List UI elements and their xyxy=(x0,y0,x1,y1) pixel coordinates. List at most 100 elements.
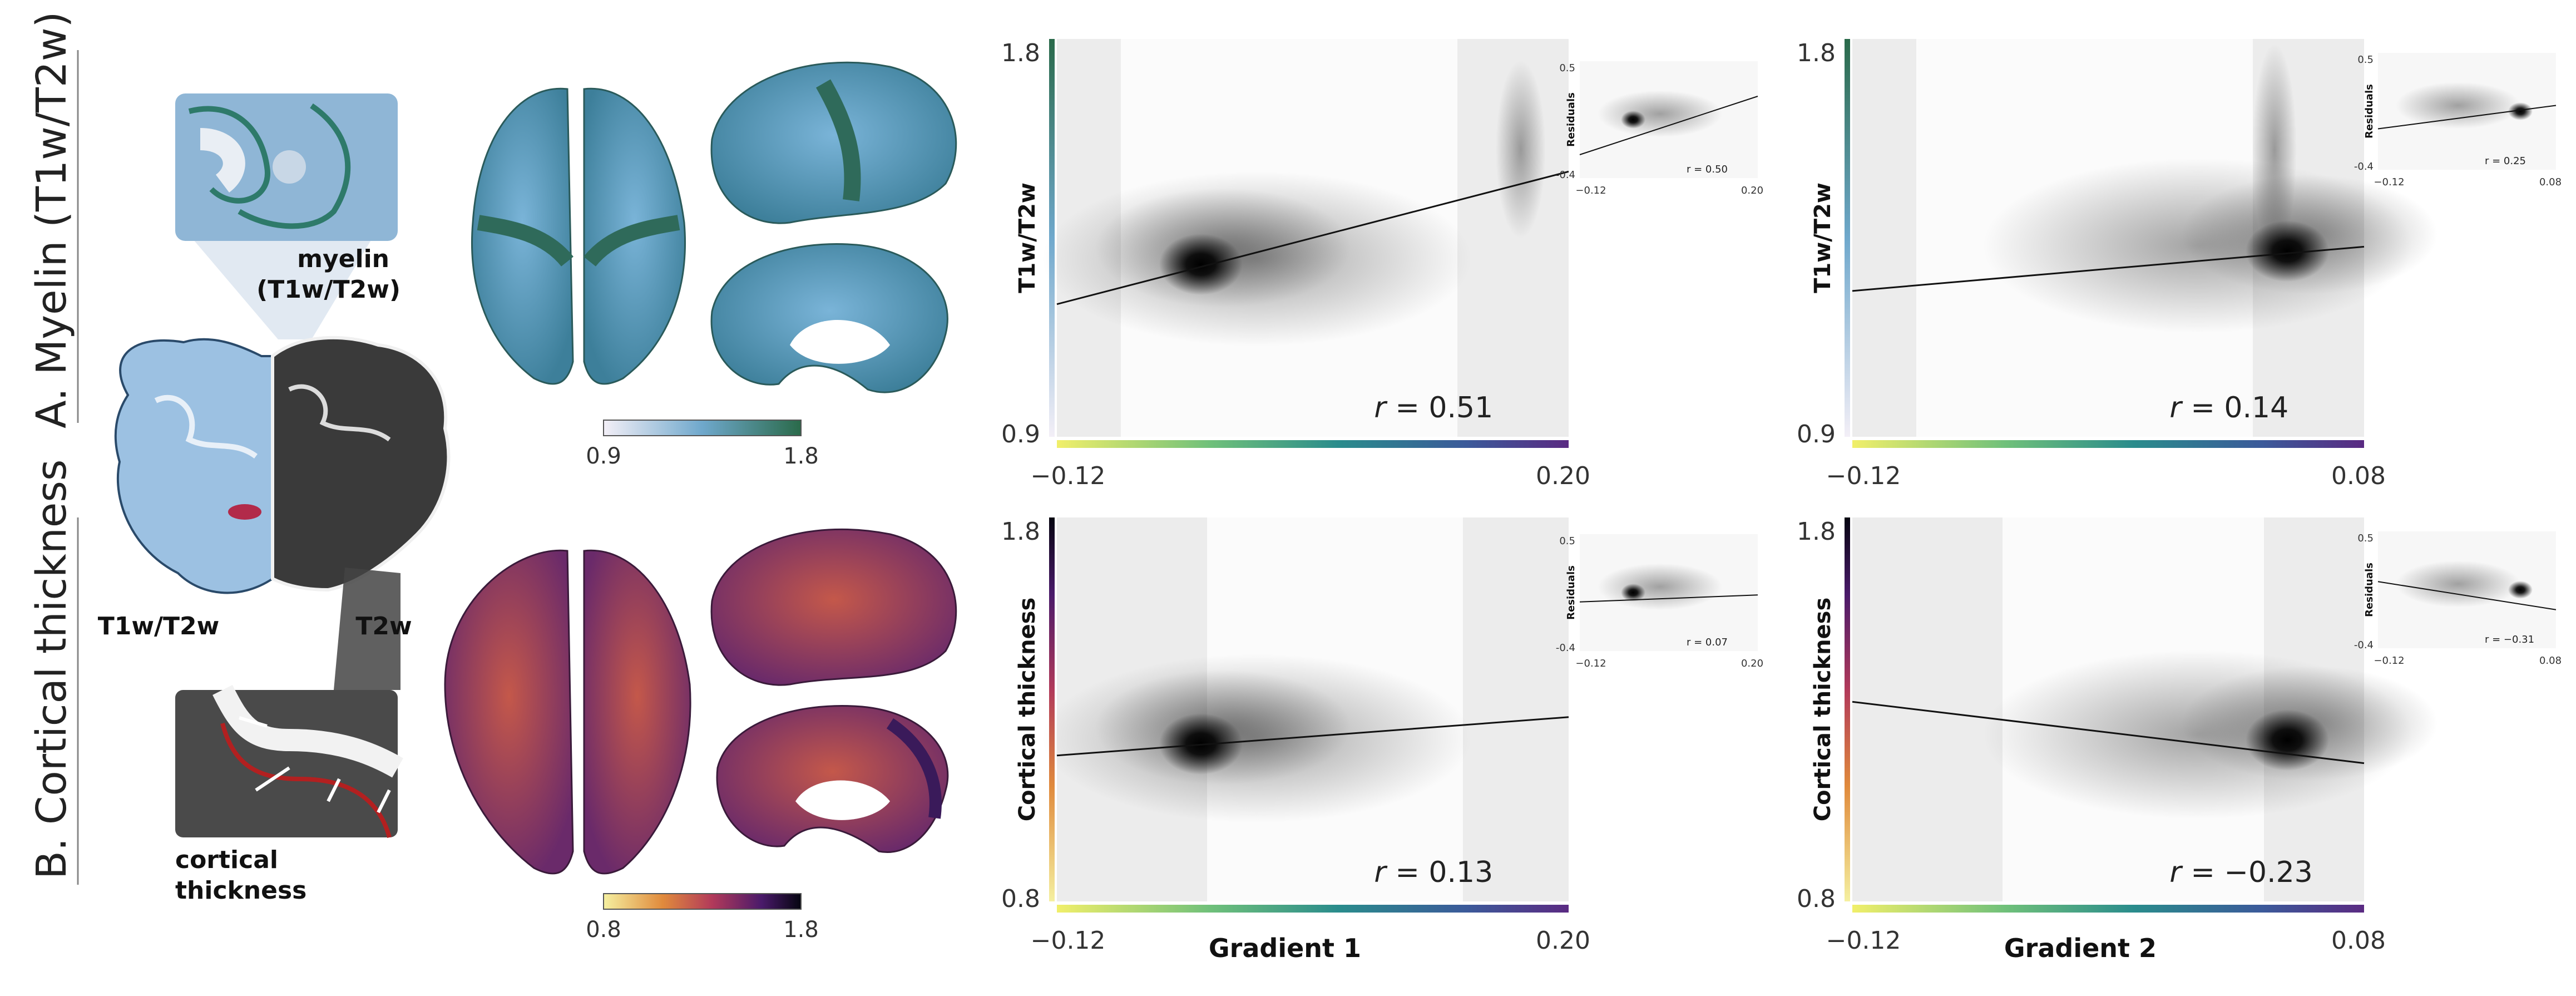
section-a-label: A. Myelin (T1w/T2w) xyxy=(28,12,76,428)
r-annotation: r = −0.23 xyxy=(2169,856,2312,889)
inset-x-tick-min: −0.12 xyxy=(1575,658,1606,669)
inset-y-axis-label: Residuals xyxy=(2364,84,2375,139)
inset-y-tick-min: -0.4 xyxy=(2354,161,2374,172)
y-tick-max: 1.8 xyxy=(1797,39,1836,67)
y-axis-label: T1w/T2w xyxy=(1810,183,1836,293)
thickness-lateral xyxy=(710,528,957,686)
inset-y-tick-min: -0.4 xyxy=(1556,169,1575,181)
inset-y-axis-label: Residuals xyxy=(2364,563,2375,617)
x-tick-max: 0.08 xyxy=(2331,926,2386,955)
density-cloud xyxy=(1982,43,2437,333)
thickness-brains xyxy=(444,528,957,875)
x-tick-max: 0.08 xyxy=(2331,462,2386,490)
inset-y-tick-min: -0.4 xyxy=(1556,642,1575,654)
inset-density-peak xyxy=(2508,581,2533,599)
inset-x-tick-max: 0.08 xyxy=(2539,176,2562,188)
myelin-colorbar-max: 1.8 xyxy=(783,443,819,469)
x-tick-max: 0.20 xyxy=(1536,462,1590,490)
y-colorbar xyxy=(1049,39,1055,437)
x-tick-min: −0.12 xyxy=(1031,462,1106,490)
density-cloud xyxy=(1041,654,1472,823)
y-tick-max: 1.8 xyxy=(1797,517,1836,546)
inset-fit-line xyxy=(2377,105,2557,130)
inset-fit-line xyxy=(1579,594,1758,603)
inset-residuals: 0.5 -0.4−0.12 0.20 Residuals r = 0.07 xyxy=(1556,534,1763,669)
myelin-label-2: (T1w/T2w) xyxy=(256,275,401,304)
inset-r-annotation: r = 0.25 xyxy=(2485,155,2526,167)
density-cloud xyxy=(1041,60,1546,347)
inset-y-axis-label: Residuals xyxy=(1565,92,1577,147)
y-colorbar xyxy=(1845,517,1850,901)
fit-line xyxy=(1056,170,1569,305)
myelin-zoom-image xyxy=(175,93,398,339)
x-gradient-bar xyxy=(1057,440,1569,448)
inset-r-annotation: r = 0.50 xyxy=(1687,164,1728,175)
y-colorbar xyxy=(1845,39,1850,437)
inset-x-tick-max: 0.20 xyxy=(1741,658,1763,669)
thickness-label-2: thickness xyxy=(175,876,306,905)
myelin-lateral xyxy=(710,61,957,224)
inset-x-tick-min: −0.12 xyxy=(2374,655,2404,667)
fit-line xyxy=(1852,701,2365,765)
density-tail xyxy=(1495,60,1546,239)
myelin-colorbar-min: 0.9 xyxy=(586,443,621,469)
thickness-colorbar-min: 0.8 xyxy=(586,917,621,943)
shaded-zone-0 xyxy=(1852,517,2003,901)
inset-residuals: 0.5 -0.4−0.12 0.08 Residuals r = −0.31 xyxy=(2354,531,2562,667)
x-gradient-bar xyxy=(1852,905,2364,913)
inset-y-tick-min: -0.4 xyxy=(2354,639,2374,651)
inset-fit-line xyxy=(1579,96,1758,155)
coronal-brain xyxy=(114,336,451,690)
y-axis-label: T1w/T2w xyxy=(1015,183,1040,293)
r-annotation: r = 0.51 xyxy=(1374,391,1493,425)
svg-text:A. Myelin (T1w/T2w): A. Myelin (T1w/T2w) xyxy=(28,12,76,428)
chart-panel-B-gradient1: 1.8 0.8 −0.12 0.20 Cortical thickness Gradien… xyxy=(1001,517,1763,963)
myelin-colorbar: 0.9 1.8 xyxy=(586,420,819,469)
y-tick-min: 0.8 xyxy=(1001,885,1040,913)
section-b-label: B. Cortical thickness xyxy=(28,460,76,879)
y-tick-max: 1.8 xyxy=(1001,517,1040,546)
myelin-brains xyxy=(471,61,957,393)
thickness-dorsal-left xyxy=(444,549,574,875)
t2w-label: T2w xyxy=(355,612,412,640)
thickness-zoom-image xyxy=(175,685,403,839)
inset-r-annotation: r = 0.07 xyxy=(1687,637,1728,648)
thickness-colorbar-max: 1.8 xyxy=(783,917,819,943)
x-tick-min: −0.12 xyxy=(1031,926,1106,955)
r-annotation: r = 0.14 xyxy=(2169,391,2288,425)
inset-residuals: 0.5 -0.4−0.12 0.20 Residuals r = 0.50 xyxy=(1556,61,1763,196)
inset-density-haze xyxy=(2396,82,2520,129)
inset-density-haze xyxy=(2396,560,2520,608)
inset-fit-line xyxy=(2377,581,2557,610)
section-a-title: Myelin (T1w/T2w) xyxy=(28,12,76,375)
inset-y-tick-max: 0.5 xyxy=(1559,535,1575,547)
y-tick-max: 1.8 xyxy=(1001,39,1040,67)
inset-x-tick-max: 0.08 xyxy=(2539,655,2562,667)
inset-density-peak xyxy=(1621,111,1645,129)
y-axis-label: Cortical thickness xyxy=(1810,598,1836,822)
y-tick-min: 0.9 xyxy=(1001,420,1040,448)
inset-density-haze xyxy=(1598,563,1722,610)
thickness-medial xyxy=(716,704,949,853)
inset-residuals: 0.5 -0.4−0.12 0.08 Residuals r = 0.25 xyxy=(2354,53,2562,188)
chart-panel-B-gradient2: 1.8 0.8 −0.12 0.08 Cortical thickness Gradien… xyxy=(1797,517,2562,963)
y-tick-min: 0.9 xyxy=(1797,420,1836,448)
schematic: myelin (T1w/T2w) T1w/T2w T2w cortical xyxy=(98,93,451,905)
inset-r-annotation: r = −0.31 xyxy=(2485,634,2534,645)
t1w-label: T1w/T2w xyxy=(98,612,220,640)
x-tick-max: 0.20 xyxy=(1536,926,1590,955)
y-colorbar xyxy=(1049,517,1055,901)
thickness-label-1: cortical xyxy=(175,846,278,874)
density-peak xyxy=(2246,709,2329,771)
shaded-zone-0 xyxy=(1852,39,1916,437)
myelin-label-1: myelin xyxy=(297,245,389,273)
x-gradient-bar xyxy=(1852,440,2364,448)
x-gradient-bar xyxy=(1057,905,1569,913)
x-axis-label: Gradient 2 xyxy=(2004,933,2157,963)
inset-x-tick-min: −0.12 xyxy=(1575,185,1606,196)
thickness-dorsal-right xyxy=(583,549,691,875)
inset-density-peak xyxy=(2508,102,2533,120)
section-b-title: Cortical thickness xyxy=(28,460,76,825)
